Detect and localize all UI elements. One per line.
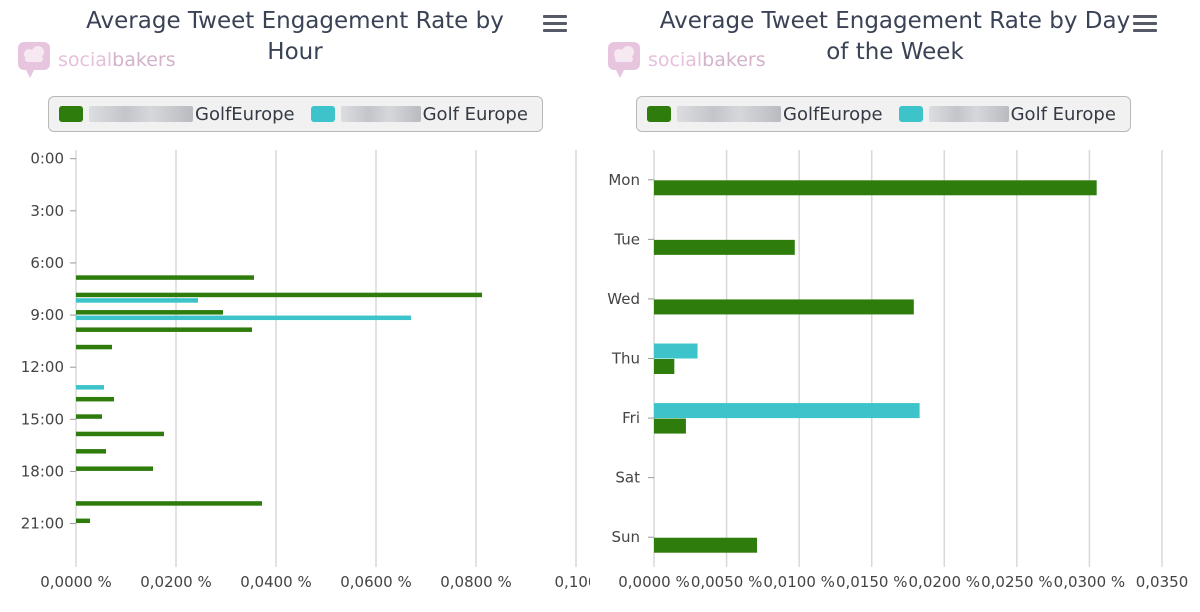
- watermark-suffix: bakers: [702, 49, 766, 71]
- legend-item-series-b[interactable]: Golf Europe: [310, 103, 528, 125]
- y-tick-label: 0:00: [30, 150, 64, 168]
- bar: [76, 275, 254, 280]
- redacted-label: [677, 106, 781, 122]
- y-tick-label: Thu: [611, 350, 640, 368]
- bar: [76, 518, 90, 524]
- bar: [76, 501, 262, 506]
- chart-title: Average Tweet Engagement Rate by Day of …: [659, 8, 1131, 65]
- chart-legend: GolfEurope Golf Europe: [48, 96, 543, 132]
- y-tick-label: 3:00: [30, 202, 64, 220]
- legend-swatch: [647, 106, 671, 122]
- legend-item-series-b[interactable]: Golf Europe: [898, 103, 1116, 125]
- chart-legend: GolfEurope Golf Europe: [636, 96, 1131, 132]
- bar: [76, 310, 223, 315]
- legend-label: Golf Europe: [422, 103, 528, 125]
- legend-swatch: [310, 106, 335, 122]
- watermark-suffix: bakers: [112, 49, 176, 71]
- x-tick-label: 0,0250 %: [981, 573, 1053, 591]
- x-tick-label: 0,100: [555, 573, 590, 591]
- legend-label: GolfEurope: [195, 103, 295, 125]
- y-tick-label: Tue: [613, 230, 640, 248]
- bar: [654, 403, 920, 419]
- redacted-label: [89, 106, 193, 122]
- watermark-prefix: social: [648, 49, 703, 71]
- x-tick-label: 0,0350: [1136, 573, 1189, 591]
- chart-menu-button[interactable]: [540, 12, 570, 38]
- socialbakers-logo-icon: [18, 42, 50, 78]
- socialbakers-watermark: socialbakers: [16, 40, 176, 80]
- y-tick-label: Wed: [607, 290, 640, 308]
- legend-label: GolfEurope: [783, 103, 883, 125]
- legend-item-series-a[interactable]: GolfEurope: [647, 104, 883, 125]
- y-tick-label: Fri: [622, 409, 640, 427]
- y-tick-label: 9:00: [30, 306, 64, 324]
- x-tick-label: 0,0050 %: [691, 573, 763, 591]
- bar: [654, 239, 795, 255]
- bar: [76, 466, 153, 471]
- daily-chart-panel: Average Tweet Engagement Rate by Day of …: [590, 0, 1200, 612]
- bar: [654, 343, 698, 359]
- x-tick-label: 0,0300 %: [1054, 573, 1126, 591]
- bar: [76, 315, 411, 321]
- x-tick-label: 0,0150 %: [836, 573, 908, 591]
- redacted-label: [928, 106, 1009, 122]
- x-tick-label: 0,0600 %: [340, 573, 412, 591]
- x-tick-label: 0,0200 %: [909, 573, 981, 591]
- bar: [76, 344, 112, 350]
- menu-bar: [543, 15, 567, 18]
- y-tick-label: Sat: [615, 469, 640, 487]
- menu-bar: [1133, 15, 1157, 18]
- redacted-label: [340, 106, 421, 122]
- bar: [76, 327, 252, 332]
- x-tick-label: 0,0200 %: [140, 573, 212, 591]
- y-tick-label: Mon: [608, 171, 640, 189]
- menu-bar: [543, 22, 567, 25]
- x-tick-label: 0,0400 %: [240, 573, 312, 591]
- y-tick-label: 6:00: [30, 254, 64, 272]
- menu-bar: [1133, 29, 1157, 32]
- bar: [654, 537, 758, 553]
- menu-bar: [543, 29, 567, 32]
- bar: [76, 292, 482, 298]
- bar: [654, 359, 675, 374]
- legend-swatch: [898, 106, 923, 122]
- bar: [76, 298, 198, 303]
- menu-bar: [1133, 22, 1157, 25]
- y-tick-label: 21:00: [21, 515, 64, 533]
- watermark-prefix: social: [58, 49, 113, 71]
- legend-label: Golf Europe: [1010, 103, 1116, 125]
- y-tick-label: 15:00: [21, 410, 64, 428]
- socialbakers-logo-icon: [608, 42, 640, 78]
- y-tick-label: Sun: [611, 528, 640, 546]
- daily-bar-chart: 0,0000 % 0,0050 % 0,0100 % 0,0150 % 0,0200 %…: [607, 150, 1189, 591]
- bar: [654, 418, 686, 434]
- legend-item-series-a[interactable]: GolfEurope: [59, 104, 295, 125]
- legend-swatch: [59, 106, 83, 122]
- y-tick-label: 18:00: [21, 462, 64, 480]
- bar: [76, 385, 104, 390]
- chart-menu-button[interactable]: [1130, 12, 1160, 38]
- x-tick-label: 0,0800 %: [440, 573, 512, 591]
- x-tick-label: 0,0000 %: [618, 573, 690, 591]
- bar: [654, 180, 1097, 196]
- socialbakers-watermark: socialbakers: [606, 40, 766, 80]
- bar: [76, 449, 106, 454]
- x-tick-label: 0,0100 %: [763, 573, 835, 591]
- bar: [654, 299, 914, 315]
- x-tick-label: 0,0000 %: [40, 573, 112, 591]
- chart-title: Average Tweet Engagement Rate by Hour: [86, 8, 504, 65]
- hourly-bar-chart: 0,0000 % 0,0200 % 0,0400 % 0,0600 % 0,0800 %…: [21, 150, 590, 591]
- bar: [76, 396, 114, 402]
- hourly-chart-panel: Average Tweet Engagement Rate by Hour so…: [0, 0, 590, 612]
- bar: [76, 431, 164, 437]
- y-tick-label: 12:00: [21, 358, 64, 376]
- bar: [76, 414, 102, 419]
